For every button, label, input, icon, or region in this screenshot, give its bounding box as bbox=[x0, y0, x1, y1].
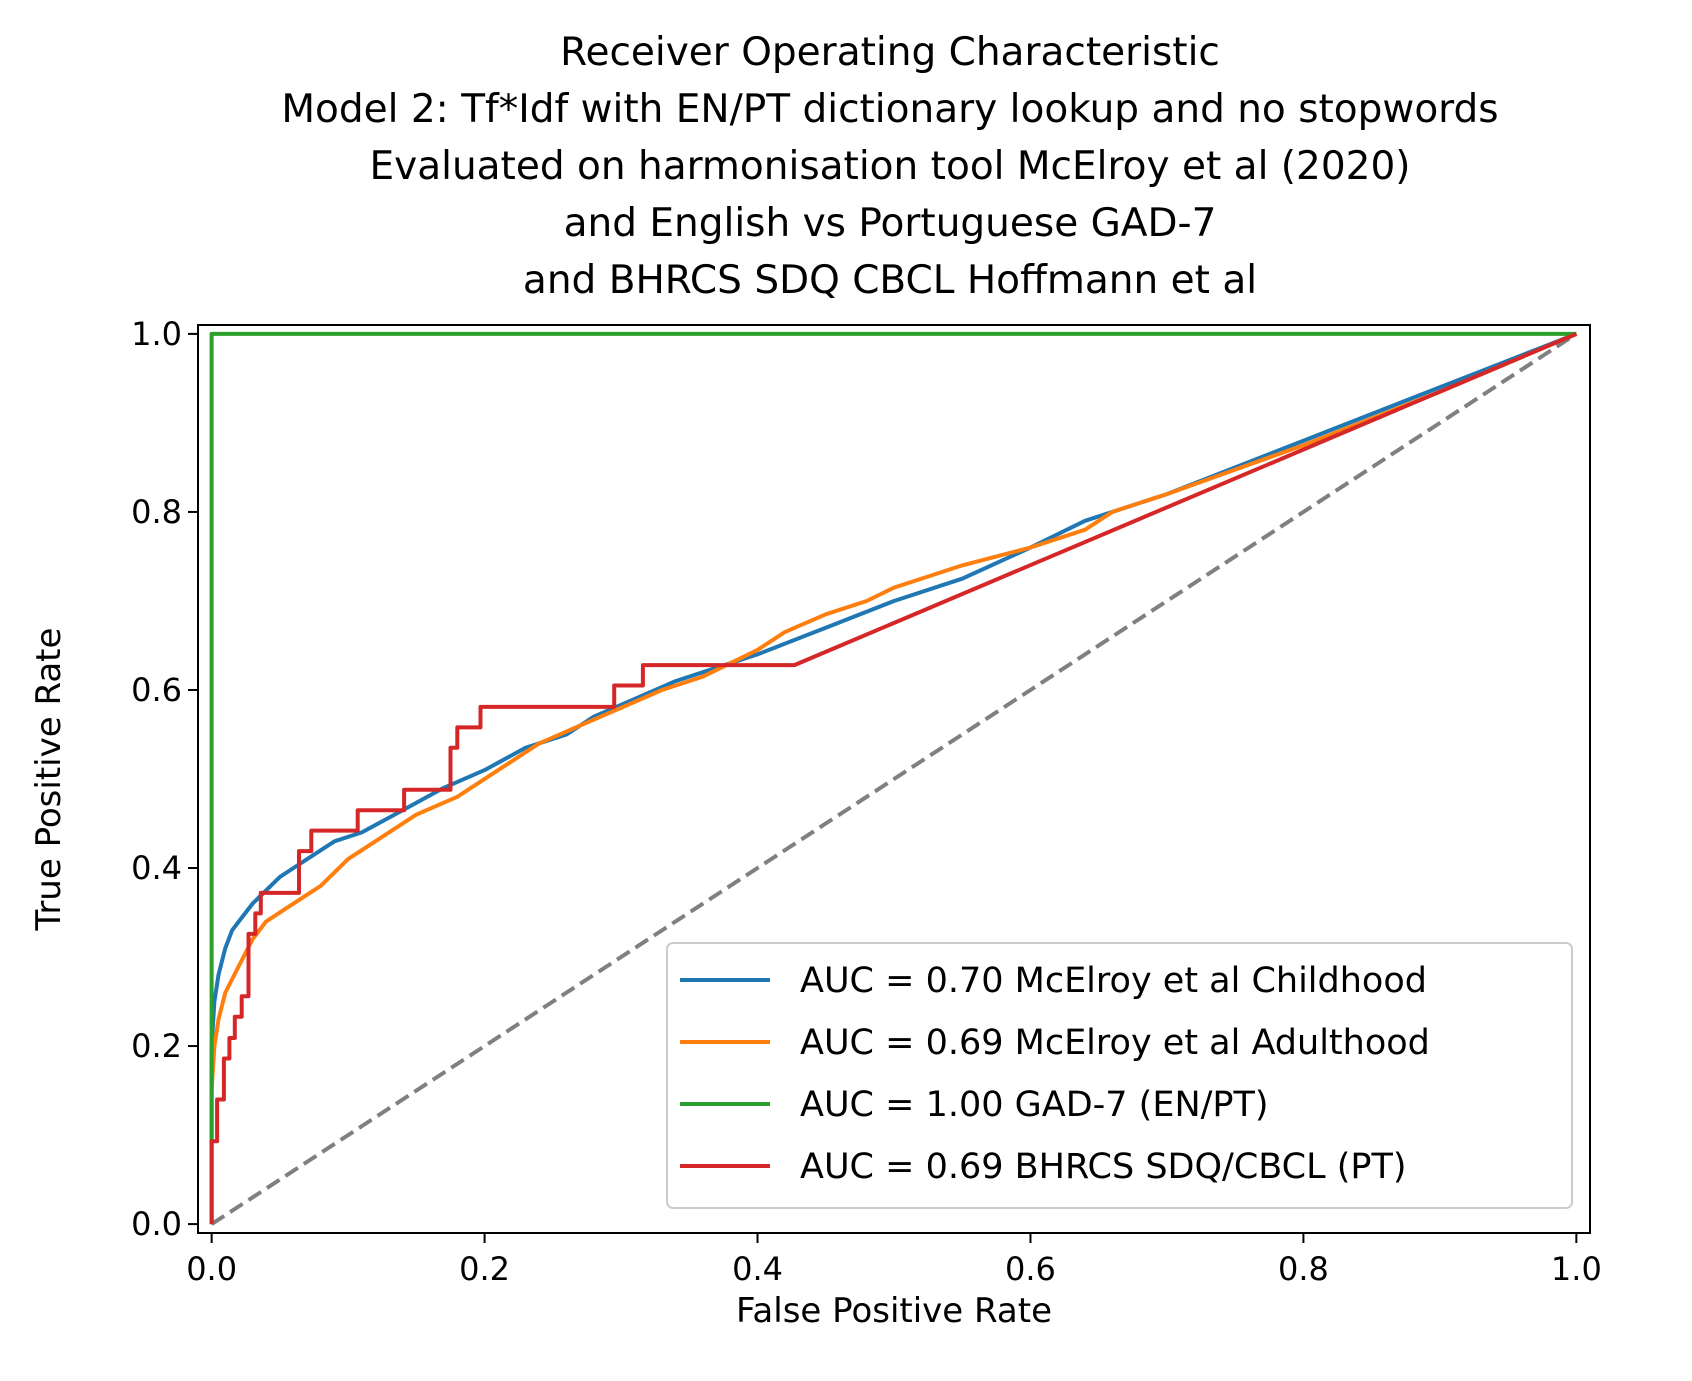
chart-title: Receiver Operating Characteristic Model 2… bbox=[281, 30, 1498, 303]
y-tick-label: 1.0 bbox=[131, 315, 182, 353]
legend: AUC = 0.70 McElroy et al Childhood AUC = … bbox=[666, 942, 1573, 1209]
series-line-2 bbox=[209, 332, 1578, 1225]
x-tick-label: 0.8 bbox=[1278, 1250, 1329, 1288]
y-tick-label: 0.6 bbox=[131, 671, 182, 709]
plot-frame bbox=[197, 324, 1591, 1234]
chance-reference-line bbox=[210, 332, 1578, 1226]
y-tick-label: 0.0 bbox=[131, 1205, 182, 1243]
series-line-4 bbox=[209, 332, 1578, 1225]
series-line-3 bbox=[209, 331, 1577, 1225]
x-tick-label: 0.6 bbox=[1005, 1250, 1056, 1288]
x-tick-label: 0.0 bbox=[186, 1250, 237, 1288]
x-tick-label: 0.4 bbox=[732, 1250, 783, 1288]
y-axis-label: True Positive Rate bbox=[29, 628, 69, 932]
legend-entry: AUC = 0.70 McElroy et al Childhood bbox=[800, 961, 1427, 1001]
legend-box bbox=[666, 942, 1573, 1209]
chart-title-line: and English vs Portuguese GAD-7 bbox=[564, 201, 1217, 246]
y-tick-label: 0.8 bbox=[131, 493, 182, 531]
series-line-1 bbox=[209, 332, 1578, 1225]
chart-title-line: Receiver Operating Characteristic bbox=[560, 30, 1220, 75]
chart-title-line: and BHRCS SDQ CBCL Hoffmann et al bbox=[523, 258, 1257, 303]
y-tick-label: 0.4 bbox=[131, 849, 182, 887]
x-tick-label: 0.2 bbox=[459, 1250, 510, 1288]
chart-title-line: Evaluated on harmonisation tool McElroy … bbox=[369, 144, 1410, 189]
series-group bbox=[209, 331, 1578, 1226]
x-tick-label: 1.0 bbox=[1551, 1250, 1602, 1288]
legend-entry: AUC = 1.00 GAD-7 (EN/PT) bbox=[800, 1085, 1269, 1125]
legend-entry: AUC = 0.69 McElroy et al Adulthood bbox=[800, 1023, 1430, 1063]
x-axis-label: False Positive Rate bbox=[736, 1291, 1052, 1331]
chart-title-line: Model 2: Tf*Idf with EN/PT dictionary lo… bbox=[281, 87, 1498, 132]
y-tick-label: 0.2 bbox=[131, 1027, 182, 1065]
legend-entry: AUC = 0.69 BHRCS SDQ/CBCL (PT) bbox=[800, 1147, 1407, 1187]
axis-ticks: 0.0 0.2 0.4 0.6 0.8 1.0 0.0 0.2 0.4 0.6 0.8 1.0 bbox=[131, 315, 1602, 1288]
